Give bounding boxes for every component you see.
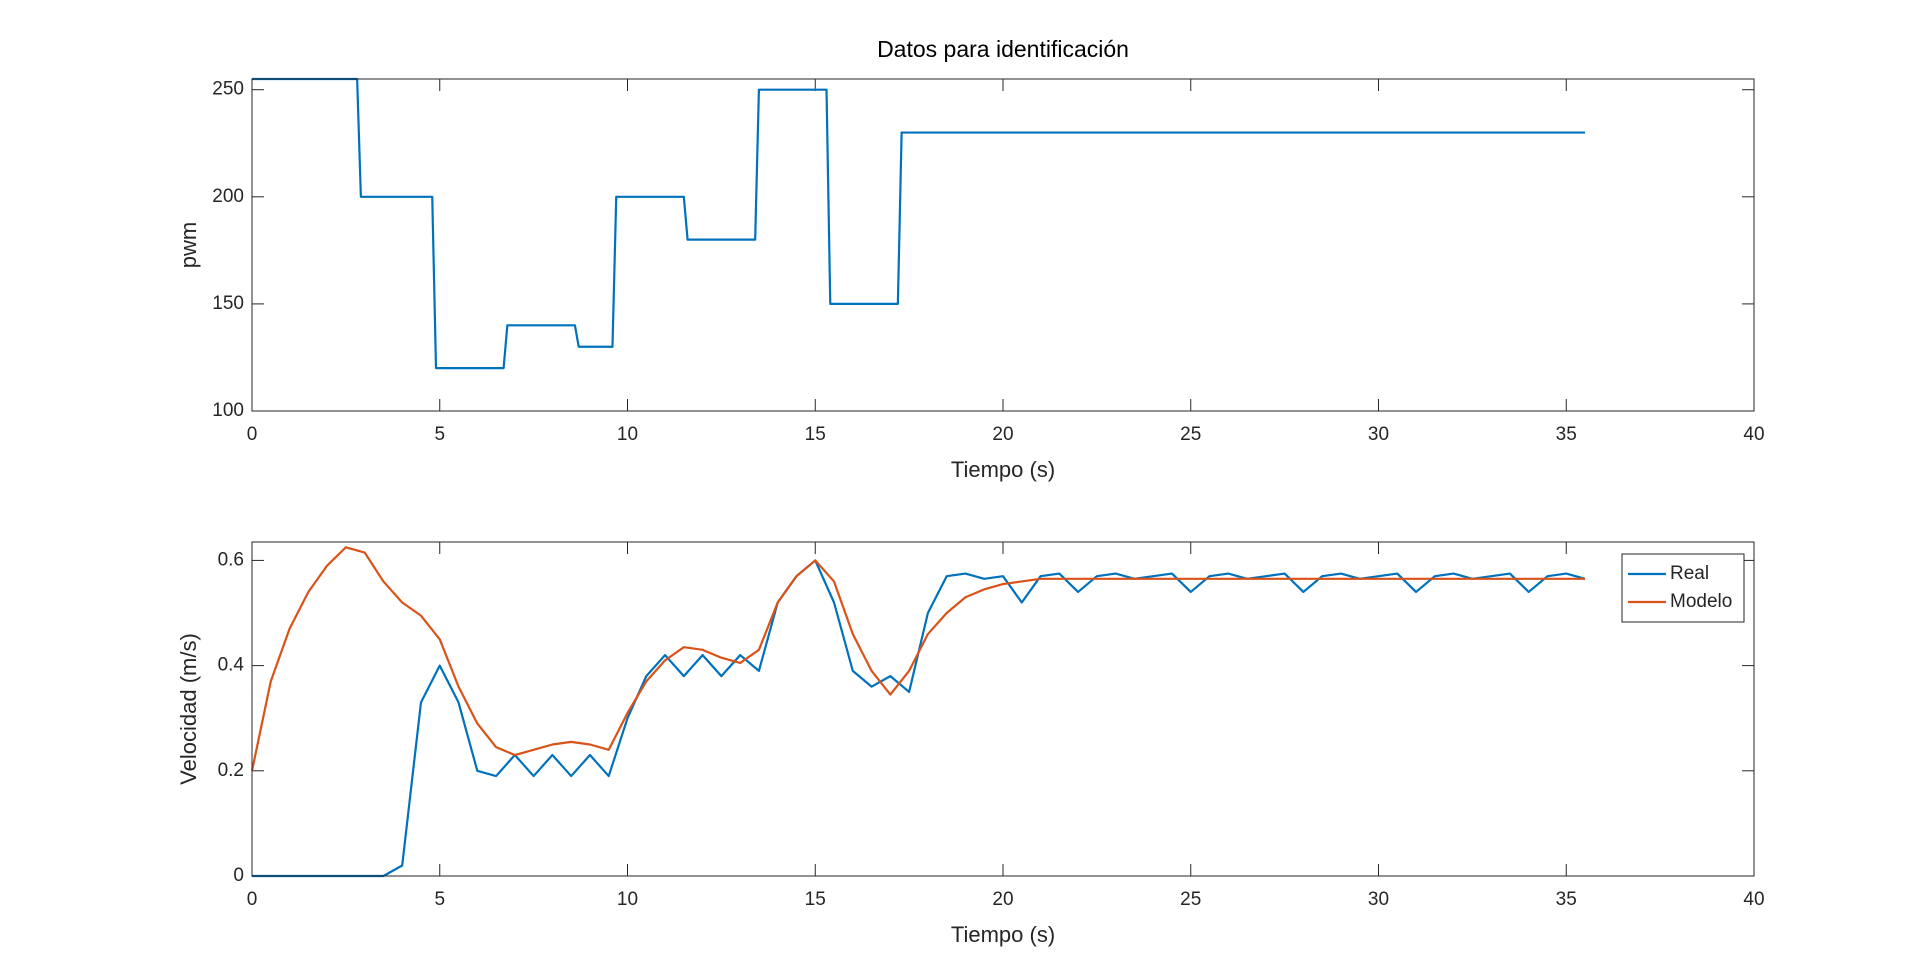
y-axis-label: Velocidad (m/s): [176, 633, 201, 785]
y-axis-label: pwm: [176, 222, 201, 268]
x-tick-label: 0: [247, 424, 258, 445]
axes-frame: [251, 541, 1755, 877]
y-tick-label: 0: [233, 865, 244, 886]
plot-area: [252, 542, 1754, 876]
x-tick-label: 15: [805, 889, 826, 910]
y-tick-label: 0.4: [218, 655, 245, 676]
legend-box: [1621, 553, 1745, 623]
y-tick-label: 200: [212, 186, 244, 207]
axes-frame: [251, 78, 1755, 412]
x-axis-label: Tiempo (s): [951, 457, 1055, 482]
x-tick-label: 25: [1180, 424, 1201, 445]
x-tick-label: 20: [992, 889, 1013, 910]
x-tick-label: 5: [434, 889, 445, 910]
legend-label: Modelo: [1670, 591, 1732, 612]
y-tick-label: 100: [212, 400, 244, 421]
y-tick-label: 0.6: [218, 549, 244, 570]
x-tick-label: 30: [1368, 889, 1389, 910]
legend: Real Modelo: [1621, 553, 1745, 623]
data-line: [252, 77, 1586, 370]
x-tick-label: 40: [1743, 424, 1764, 445]
chart-title: Datos para identificación: [877, 36, 1129, 62]
y-tick-label: 0.2: [218, 760, 244, 781]
x-tick-label: 30: [1368, 424, 1389, 445]
plot-area: [252, 79, 1754, 411]
x-tick-label: 5: [434, 424, 445, 445]
x-tick-label: 40: [1743, 889, 1764, 910]
legend-label: Real: [1670, 563, 1709, 584]
x-tick-label: 35: [1556, 424, 1577, 445]
x-tick-label: 25: [1180, 889, 1201, 910]
x-axis-label: Tiempo (s): [951, 922, 1055, 947]
x-tick-label: 10: [617, 889, 638, 910]
x-tick-label: 35: [1556, 889, 1577, 910]
y-tick-label: 150: [212, 293, 244, 314]
y-tick-label: 250: [212, 79, 244, 100]
axes: 0 5 10 15 20 25 30 35 40 0 0.2 0.4 0.6 Tiempo (s) Velo…: [176, 541, 1765, 947]
x-tick-label: 0: [247, 889, 258, 910]
data-line: [250, 546, 1586, 772]
x-tick-label: 15: [805, 424, 826, 445]
x-tick-label: 20: [992, 424, 1013, 445]
axes: Datos para identificación 0 5 10 15 20 25 30 35 4…: [176, 36, 1765, 482]
x-tick-label: 10: [617, 424, 638, 445]
